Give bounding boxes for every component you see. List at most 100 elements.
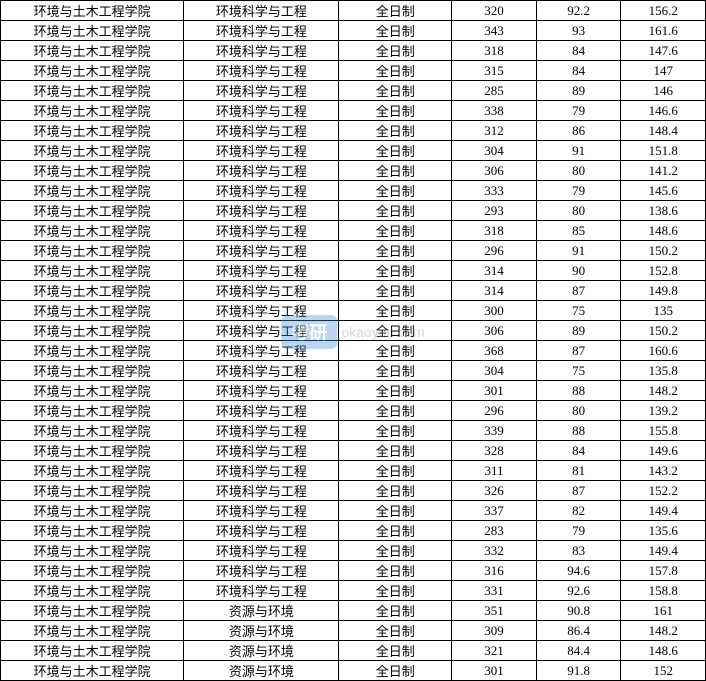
table-row: 环境与土木工程学院环境科学与工程全日制33379145.6	[1, 181, 706, 201]
table-cell: 88	[536, 381, 621, 401]
table-row: 环境与土木工程学院环境科学与工程全日制30680141.2	[1, 161, 706, 181]
table-cell: 90.8	[536, 601, 621, 621]
table-cell: 343	[452, 21, 537, 41]
table-cell: 150.2	[621, 241, 706, 261]
table-row: 环境与土木工程学院环境科学与工程全日制31694.6157.8	[1, 561, 706, 581]
table-cell: 81	[536, 461, 621, 481]
table-cell: 148.4	[621, 121, 706, 141]
table-cell: 全日制	[339, 601, 452, 621]
table-cell: 环境与土木工程学院	[1, 381, 184, 401]
table-cell: 351	[452, 601, 537, 621]
table-cell: 环境与土木工程学院	[1, 281, 184, 301]
table-cell: 161	[621, 601, 706, 621]
table-cell: 309	[452, 621, 537, 641]
table-cell: 160.6	[621, 341, 706, 361]
table-cell: 158.8	[621, 581, 706, 601]
table-row: 环境与土木工程学院资源与环境全日制30986.4148.2	[1, 621, 706, 641]
table-cell: 环境与土木工程学院	[1, 581, 184, 601]
table-cell: 318	[452, 41, 537, 61]
table-cell: 293	[452, 201, 537, 221]
table-cell: 全日制	[339, 381, 452, 401]
table-cell: 环境与土木工程学院	[1, 401, 184, 421]
table-cell: 全日制	[339, 441, 452, 461]
table-cell: 296	[452, 241, 537, 261]
table-cell: 环境与土木工程学院	[1, 141, 184, 161]
table-row: 环境与土木工程学院环境科学与工程全日制29680139.2	[1, 401, 706, 421]
table-cell: 环境与土木工程学院	[1, 321, 184, 341]
table-cell: 149.8	[621, 281, 706, 301]
table-cell: 87	[536, 341, 621, 361]
table-cell: 146.6	[621, 101, 706, 121]
table-cell: 环境与土木工程学院	[1, 181, 184, 201]
table-cell: 环境科学与工程	[184, 321, 339, 341]
table-cell: 80	[536, 161, 621, 181]
table-cell: 全日制	[339, 221, 452, 241]
table-cell: 152.8	[621, 261, 706, 281]
table-cell: 环境科学与工程	[184, 61, 339, 81]
table-cell: 152.2	[621, 481, 706, 501]
table-cell: 306	[452, 161, 537, 181]
table-cell: 88	[536, 421, 621, 441]
table-cell: 全日制	[339, 481, 452, 501]
table-row: 环境与土木工程学院环境科学与工程全日制30475135.8	[1, 361, 706, 381]
table-cell: 285	[452, 81, 537, 101]
table-cell: 全日制	[339, 581, 452, 601]
table-cell: 326	[452, 481, 537, 501]
table-row: 环境与土木工程学院环境科学与工程全日制29691150.2	[1, 241, 706, 261]
table-cell: 161.6	[621, 21, 706, 41]
table-cell: 环境科学与工程	[184, 261, 339, 281]
table-cell: 316	[452, 561, 537, 581]
table-cell: 全日制	[339, 101, 452, 121]
table-cell: 环境科学与工程	[184, 541, 339, 561]
table-cell: 环境与土木工程学院	[1, 661, 184, 681]
table-cell: 143.2	[621, 461, 706, 481]
table-cell: 环境与土木工程学院	[1, 421, 184, 441]
table-cell: 环境与土木工程学院	[1, 641, 184, 661]
table-row: 环境与土木工程学院环境科学与工程全日制32092.2156.2	[1, 1, 706, 21]
table-row: 环境与土木工程学院环境科学与工程全日制28589146	[1, 81, 706, 101]
table-cell: 338	[452, 101, 537, 121]
table-cell: 321	[452, 641, 537, 661]
table-cell: 全日制	[339, 401, 452, 421]
table-cell: 环境科学与工程	[184, 421, 339, 441]
table-row: 环境与土木工程学院环境科学与工程全日制32687152.2	[1, 481, 706, 501]
table-cell: 90	[536, 261, 621, 281]
table-cell: 138.6	[621, 201, 706, 221]
table-cell: 318	[452, 221, 537, 241]
table-row: 环境与土木工程学院环境科学与工程全日制31181143.2	[1, 461, 706, 481]
table-cell: 全日制	[339, 541, 452, 561]
table-cell: 环境科学与工程	[184, 501, 339, 521]
table-cell: 环境科学与工程	[184, 361, 339, 381]
table-cell: 92.6	[536, 581, 621, 601]
table-row: 环境与土木工程学院环境科学与工程全日制34393161.6	[1, 21, 706, 41]
table-cell: 环境与土木工程学院	[1, 461, 184, 481]
table-cell: 151.8	[621, 141, 706, 161]
table-cell: 301	[452, 381, 537, 401]
table-cell: 135.6	[621, 521, 706, 541]
table-cell: 306	[452, 321, 537, 341]
table-cell: 资源与环境	[184, 641, 339, 661]
table-cell: 148.2	[621, 621, 706, 641]
table-row: 环境与土木工程学院环境科学与工程全日制33782149.4	[1, 501, 706, 521]
table-cell: 环境与土木工程学院	[1, 101, 184, 121]
table-cell: 环境与土木工程学院	[1, 241, 184, 261]
table-cell: 148.6	[621, 641, 706, 661]
table-cell: 79	[536, 181, 621, 201]
table-cell: 94.6	[536, 561, 621, 581]
table-cell: 339	[452, 421, 537, 441]
table-row: 环境与土木工程学院环境科学与工程全日制33283149.4	[1, 541, 706, 561]
table-row: 环境与土木工程学院环境科学与工程全日制33192.6158.8	[1, 581, 706, 601]
table-cell: 全日制	[339, 501, 452, 521]
table-cell: 环境科学与工程	[184, 521, 339, 541]
table-cell: 156.2	[621, 1, 706, 21]
table-cell: 环境科学与工程	[184, 1, 339, 21]
table-cell: 环境科学与工程	[184, 341, 339, 361]
table-cell: 环境与土木工程学院	[1, 361, 184, 381]
table-row: 环境与土木工程学院环境科学与工程全日制28379135.6	[1, 521, 706, 541]
table-cell: 84	[536, 61, 621, 81]
table-cell: 全日制	[339, 121, 452, 141]
table-cell: 环境与土木工程学院	[1, 201, 184, 221]
table-cell: 环境科学与工程	[184, 121, 339, 141]
table-cell: 149.4	[621, 501, 706, 521]
table-cell: 145.6	[621, 181, 706, 201]
